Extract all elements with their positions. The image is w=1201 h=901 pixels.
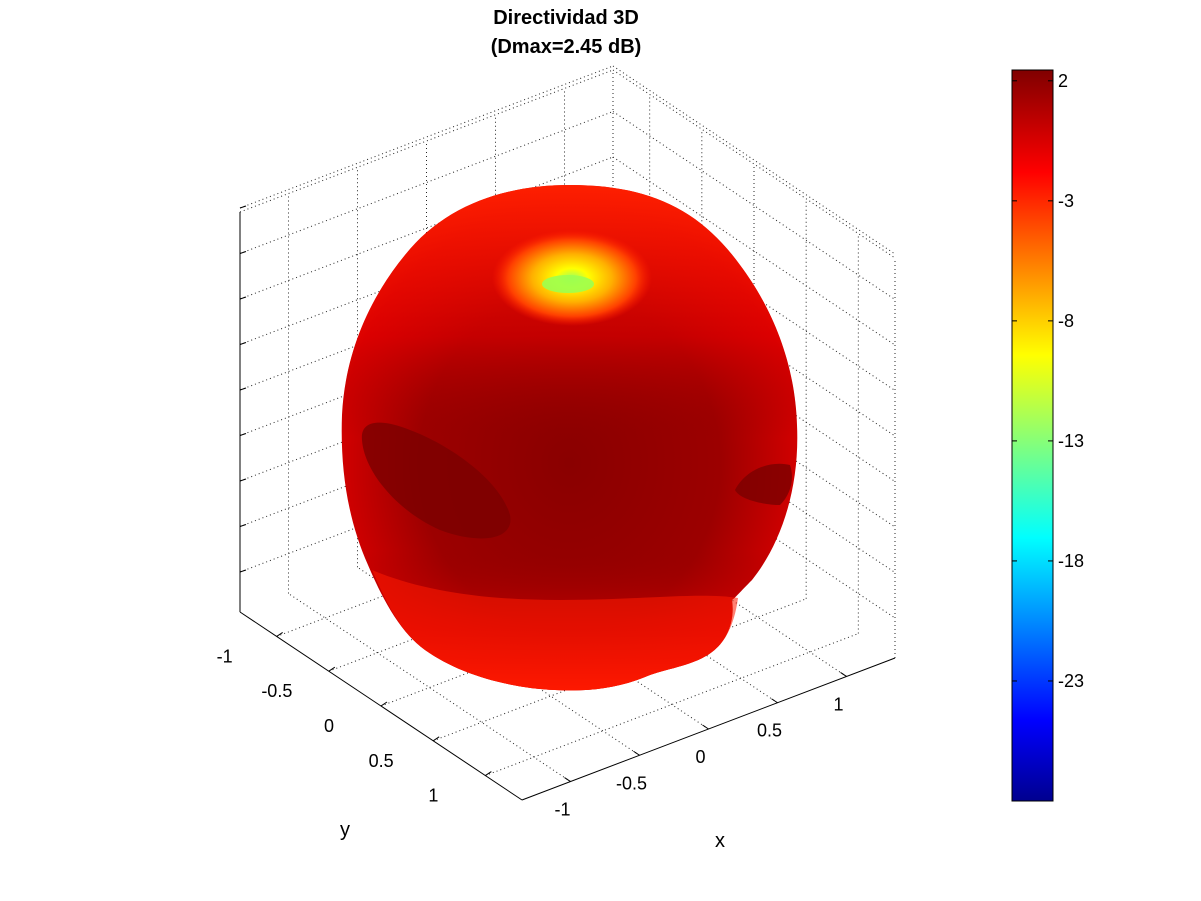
directivity-surface [341,185,798,691]
y-tick-label: -1 [217,646,233,666]
x-floor-grid-line [426,540,709,730]
z-tick-mark [239,524,247,527]
colorbar-tick-label: -8 [1058,311,1074,331]
y-tick-mark [485,771,492,776]
z-tick-mark [239,205,247,209]
y-tick-mark [328,666,336,672]
x-floor-grid-line [495,514,778,704]
chart-title: Directividad 3D (Dmax=2.45 dB) [491,7,642,58]
x-tick-label: -1 [554,800,570,820]
y-tick-mark [432,736,440,742]
x-tick-label: 0.5 [757,721,782,741]
surface-dark-lobe-right [735,463,792,505]
colorbar-tick-label: -3 [1058,191,1074,211]
y-tick-label: -0.5 [261,681,292,701]
colorbar-ticks: 2 -3 -8 -13 -18 -23 [1012,71,1084,691]
y-floor-grid-line [485,633,859,777]
colorbar-tick-label: -23 [1058,671,1084,691]
z-tick-mark [239,569,247,573]
x-tick-label: -0.5 [616,773,647,793]
y-tick-mark [380,701,388,707]
surface-lower-band [372,570,738,691]
z-wall-grid-line-left [239,156,614,300]
x-axis-tick-labels: -1 -0.5 0 0.5 1 [554,694,843,819]
z-tick-mark [239,342,247,345]
surface-top-null-core [542,275,594,293]
z-tick-mark [239,251,247,254]
z-wall-grid-line-right [612,156,896,346]
y-axis-tick-labels: 1 0.5 0 -0.5 -1 [217,646,439,805]
z-wall-grid-line-right [612,65,896,255]
x-floor-grid-line [564,488,847,677]
x-tick-mark [564,777,571,782]
surface-shading [341,185,798,691]
colorbar-tick-label: 2 [1058,71,1068,91]
colorbar-tick-label: -13 [1058,431,1084,451]
x-tick-label: 1 [834,694,844,714]
x-tick-mark [840,672,847,677]
z-tick-mark [239,387,247,391]
y-tick-label: 1 [428,786,438,806]
y-tick-label: 0 [324,716,334,736]
colorbar-tick-label: -18 [1058,551,1084,571]
z-wall-grid-line-right [612,111,896,300]
z-axis-ticks [239,205,247,573]
top-left-edge [239,69,614,213]
x-tick-mark [702,724,709,730]
z-tick-mark [239,296,247,300]
x-tick-mark [771,698,778,704]
surface-dark-lobe-left [361,422,511,539]
x-axis-label: x [715,830,725,852]
axis-lines [239,212,896,801]
y-tick-label: 0.5 [369,751,394,771]
z-wall-grid-line-left [239,111,614,254]
x-floor-grid-line [288,593,571,782]
title-line-2: (Dmax=2.45 dB) [491,36,642,58]
title-line-1: Directividad 3D [493,7,639,29]
z-wall-grid-line-left [239,65,614,209]
top-right-edge [612,69,896,259]
colorbar-scale [1011,69,1054,802]
z-tick-mark [239,478,247,482]
x-tick-mark [633,750,640,756]
x-floor-grid-line [357,566,640,756]
x-tick-label: 0 [695,747,705,767]
y-tick-mark [276,632,283,637]
colorbar: 2 -3 -8 -13 -18 -23 [1011,69,1084,802]
y-axis-label: y [340,819,350,841]
z-tick-mark [239,433,247,436]
y-floor-grid-line [432,598,807,742]
